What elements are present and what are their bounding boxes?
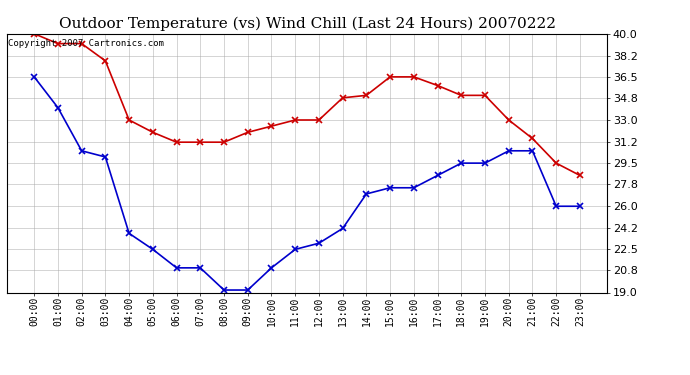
Text: Copyright 2007 Cartronics.com: Copyright 2007 Cartronics.com bbox=[8, 39, 164, 48]
Title: Outdoor Temperature (vs) Wind Chill (Last 24 Hours) 20070222: Outdoor Temperature (vs) Wind Chill (Las… bbox=[59, 17, 555, 31]
